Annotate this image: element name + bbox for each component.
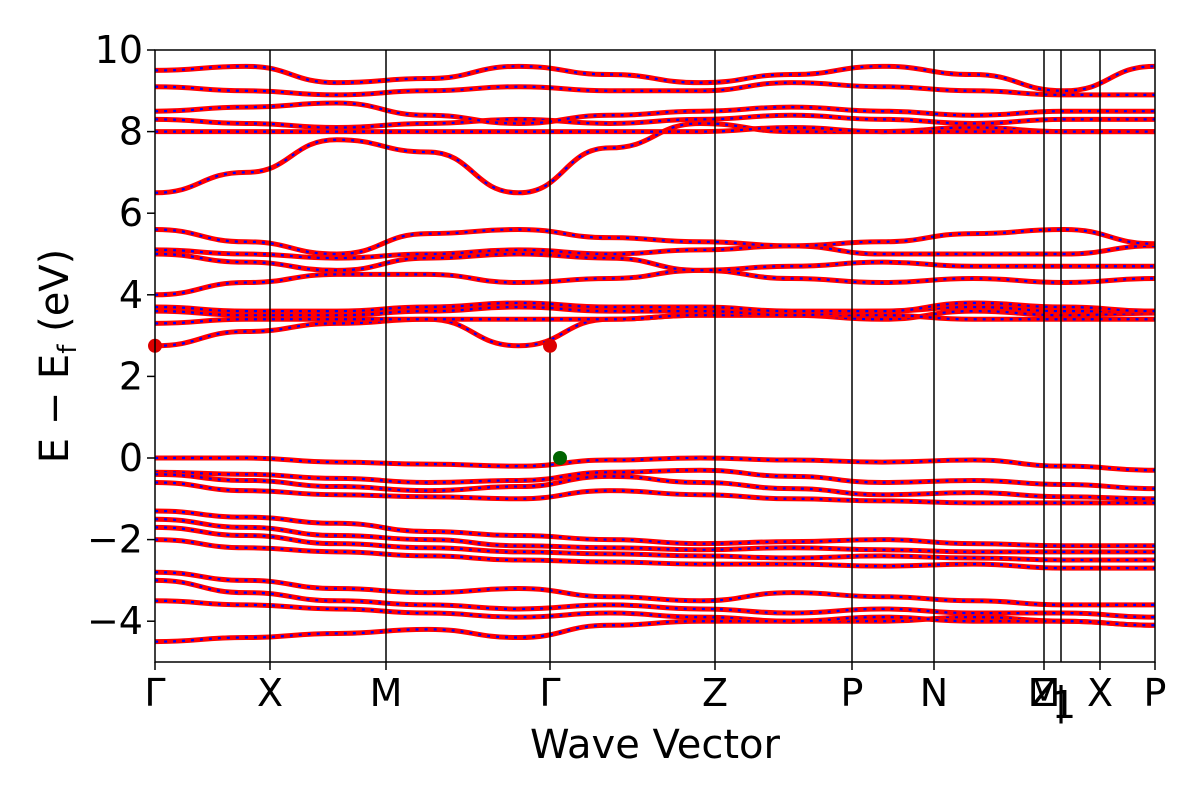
y-tick-label: 8 bbox=[119, 110, 143, 154]
band-line bbox=[155, 598, 1155, 628]
band-line-overlay bbox=[155, 310, 1155, 347]
x-tick-label: Γ bbox=[144, 671, 165, 715]
y-tick-label: 10 bbox=[95, 28, 143, 72]
x-axis-label: Wave Vector bbox=[530, 722, 781, 768]
band-line bbox=[155, 537, 1155, 571]
x-tick-label: M bbox=[370, 671, 403, 715]
y-tick-label: 0 bbox=[119, 436, 143, 480]
x-tick-label: X bbox=[257, 671, 283, 715]
band-line bbox=[155, 80, 1155, 98]
cbm-marker bbox=[543, 338, 557, 353]
y-axis-label: E − Ef (eV) bbox=[32, 249, 83, 464]
y-tick-label: 4 bbox=[119, 273, 143, 317]
y-tick-label: 2 bbox=[119, 354, 143, 398]
band-line bbox=[155, 508, 1155, 549]
x-tick-label: N bbox=[920, 671, 948, 715]
band-line bbox=[155, 569, 1155, 608]
x-tick-label: Z bbox=[1031, 671, 1057, 715]
band-line bbox=[155, 516, 1155, 555]
band-line bbox=[155, 455, 1155, 473]
band-line bbox=[155, 120, 1155, 196]
y-axis-label-subscript: f bbox=[53, 344, 83, 354]
x-tick-label: Z bbox=[702, 671, 728, 715]
x-tick-label: 1 bbox=[1052, 683, 1076, 727]
y-axis-ticks: −4 −2 0 2 4 6 8 10 bbox=[87, 28, 155, 643]
band-line-overlay bbox=[155, 101, 1155, 125]
x-tick-label: | bbox=[1055, 679, 1068, 724]
x-tick-label: P bbox=[1144, 671, 1167, 715]
band-line bbox=[155, 300, 1155, 314]
band-line-overlay bbox=[155, 126, 1155, 133]
band-line-overlay bbox=[155, 252, 1155, 272]
band-line bbox=[155, 267, 1155, 298]
y-tick-label: 6 bbox=[119, 191, 143, 235]
band-line-overlay bbox=[155, 616, 1155, 643]
y-axis-label-unit: (eV) bbox=[32, 249, 78, 345]
band-edge-markers bbox=[148, 338, 567, 465]
band-line bbox=[155, 479, 1155, 506]
band-line bbox=[155, 227, 1155, 257]
band-lines bbox=[155, 63, 1155, 645]
band-line-overlay bbox=[155, 269, 1155, 296]
x-tick-label: X bbox=[1087, 671, 1113, 715]
band-line-overlay bbox=[155, 314, 1155, 325]
band-line-overlay bbox=[155, 473, 1155, 500]
band-line bbox=[155, 304, 1155, 318]
x-axis-ticks: Γ X M Γ Z P N MZ1| X P bbox=[144, 662, 1166, 727]
high-symmetry-lines bbox=[269, 50, 1101, 662]
band-line bbox=[155, 467, 1155, 492]
band-line-overlay bbox=[155, 579, 1155, 619]
x-tick-label: M bbox=[1028, 671, 1061, 715]
band-line-overlay bbox=[155, 65, 1155, 92]
band-line bbox=[155, 524, 1155, 563]
y-tick-label: −2 bbox=[87, 518, 143, 562]
x-tick-label: P bbox=[841, 671, 864, 715]
plot-frame bbox=[154, 49, 1156, 663]
x-tick-label: Γ bbox=[539, 671, 560, 715]
y-axis-label-main: E − E bbox=[32, 354, 78, 464]
vbm-marker bbox=[553, 451, 567, 465]
band-line bbox=[155, 112, 1155, 131]
y-tick-label: −4 bbox=[87, 599, 143, 643]
band-line bbox=[155, 243, 1155, 261]
band-line bbox=[155, 614, 1155, 645]
